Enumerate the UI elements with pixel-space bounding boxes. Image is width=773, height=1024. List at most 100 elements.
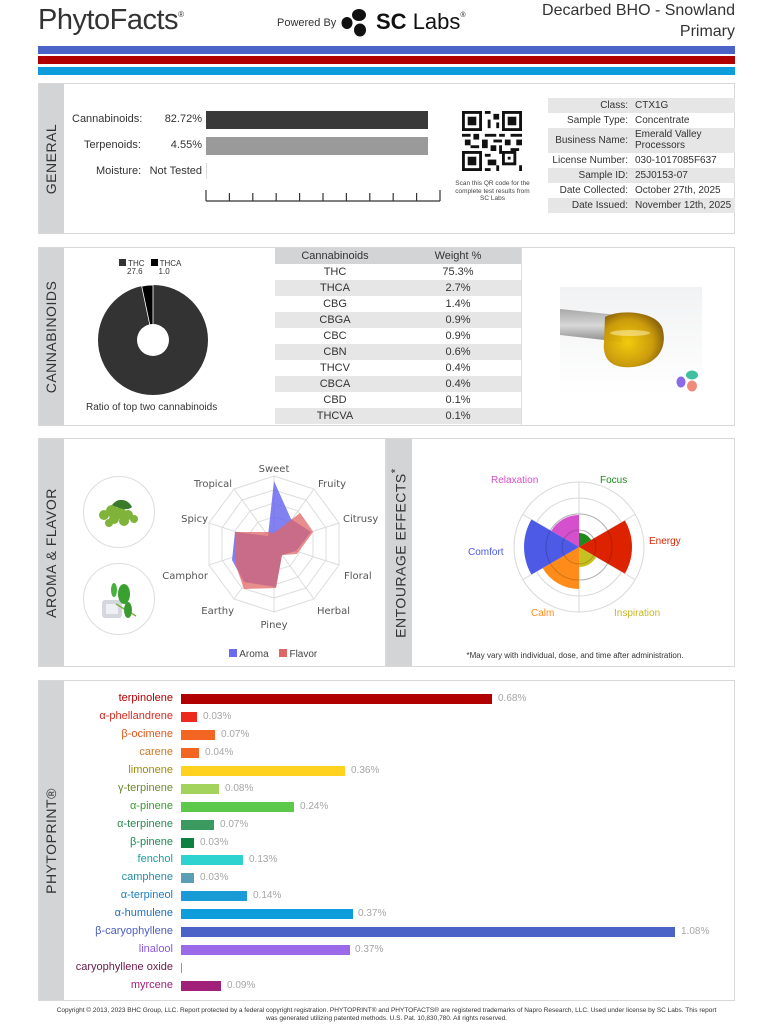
pie-caption: Ratio of top two cannabinoids: [86, 402, 218, 413]
cannabinoid-donut-chart: [98, 284, 208, 395]
cell-name: THCV: [320, 362, 350, 374]
aroma-section: AROMA & FLAVOR: [38, 438, 386, 667]
axis-piney: Piney: [261, 620, 288, 631]
cell-name: THCA: [320, 282, 350, 294]
terpene-value: 0.14%: [253, 890, 282, 901]
flavor-image-circle: [83, 563, 155, 635]
terpene-label: β-pinene: [129, 836, 173, 848]
legend-thca-value: 1.0: [158, 267, 170, 276]
footer-line2: was generated utilizing patented methods…: [265, 1015, 507, 1022]
general-side-bar: GENERAL: [39, 84, 64, 233]
table-row: CBC 0.9%: [275, 328, 521, 344]
effect-energy-label: Energy: [649, 536, 681, 547]
terpene-label: limonene: [128, 764, 173, 776]
detail-value: 030-1017085F637: [635, 155, 717, 166]
sc-labs-wordmark: SC Labs®: [376, 9, 466, 35]
terpene-value: 1.08%: [681, 926, 710, 937]
phytofacts-logo: PhytoFacts®: [38, 4, 184, 37]
cell-weight: 0.6%: [445, 346, 471, 358]
terpene-label: carene: [139, 746, 173, 758]
terpene-bar: [181, 802, 294, 812]
terpene-label: α-terpineol: [120, 889, 173, 901]
terpene-value: 0.37%: [355, 944, 384, 955]
terpenoids-bar: [206, 137, 428, 155]
axis-herbal: Herbal: [317, 606, 350, 617]
sc-labs-color-mark-icon: [676, 370, 698, 392]
terpene-value: 0.08%: [225, 783, 254, 794]
terpene-value: 0.03%: [203, 711, 232, 722]
table-row: CBD 0.1%: [275, 392, 521, 408]
terpene-bar: [181, 820, 214, 830]
cell-weight: 0.1%: [445, 410, 471, 422]
logo-mark: ®: [178, 10, 184, 19]
general-section-label: GENERAL: [43, 123, 59, 194]
cell-weight: 0.4%: [445, 362, 471, 374]
terpene-bar: [181, 963, 182, 973]
table-row: THCVA 0.1%: [275, 408, 521, 424]
qr-caption: Scan this QR code for the complete test …: [455, 180, 530, 202]
table-row: THCV 0.4%: [275, 360, 521, 376]
terpene-label: myrcene: [130, 979, 173, 991]
terpene-label: linalool: [138, 943, 173, 955]
axis-fruity: Fruity: [318, 479, 346, 490]
axis-tropical: Tropical: [193, 479, 232, 490]
legend-thc-name: THC: [128, 259, 145, 268]
cell-name: CBC: [323, 330, 347, 342]
terpene-value: 0.13%: [249, 854, 278, 865]
sc-labs-logo-icon: [341, 9, 366, 37]
terpene-bar: [181, 927, 675, 937]
detail-key: Class:: [600, 100, 628, 111]
terpene-label: α-phellandrene: [99, 710, 173, 722]
logo-text: PhytoFacts: [38, 4, 179, 36]
detail-key: Sample ID:: [578, 170, 628, 181]
terpene-bar: [181, 748, 199, 758]
entourage-label-mark: *: [389, 467, 403, 473]
qr-code[interactable]: [462, 111, 522, 171]
legend-aroma-label: Aroma: [239, 649, 269, 660]
radar-legend: Aroma Flavor: [229, 649, 317, 660]
table-row: THC 75.3%: [275, 264, 521, 280]
axis-spicy: Spicy: [181, 514, 208, 525]
cell-name: CBG: [323, 298, 347, 310]
lab-mark: ®: [460, 12, 466, 19]
cell-weight: 0.1%: [445, 394, 471, 406]
effect-calm-label: Calm: [531, 608, 555, 619]
terpene-bar: [181, 838, 194, 848]
table-row: CBGA 0.9%: [275, 312, 521, 328]
terpene-bar: [181, 730, 215, 740]
stripe-blue: [38, 46, 735, 54]
terpene-value: 0.03%: [200, 837, 229, 848]
terpene-label: camphene: [121, 871, 173, 883]
cell-weight: 0.9%: [445, 330, 471, 342]
axis-sweet: Sweet: [259, 464, 290, 475]
phytoprint-section: PHYTOPRINT®: [38, 680, 735, 1001]
mint-ice-image: [102, 583, 137, 618]
axis-floral: Floral: [344, 571, 372, 582]
cannabinoids-section-label: CANNABINOIDS: [43, 280, 59, 393]
detail-row-sample-id: Sample ID: 25J0153-07: [548, 168, 735, 183]
product-title-line1: Decarbed BHO - Snowland: [542, 2, 735, 19]
terpene-value: 0.37%: [358, 908, 387, 919]
detail-row-license-number: License Number: 030-1017085F637: [548, 153, 735, 168]
entourage-side-bar: ENTOURAGE EFFECTS*: [387, 439, 412, 666]
terpene-value: 0.09%: [227, 980, 256, 991]
table-row: THCA 2.7%: [275, 280, 521, 296]
terpene-bar: [181, 694, 492, 704]
legend-thca-name: THCA: [159, 259, 182, 268]
detail-row-date-collected: Date Collected: October 27th, 2025: [548, 183, 735, 198]
terpenoids-value: 4.55%: [170, 139, 202, 151]
stripe-cyan: [38, 67, 735, 75]
legend-thca: THCA 1.0: [150, 259, 182, 276]
detail-row-business-name: Business Name: Emerald Valley Processors: [548, 128, 735, 153]
terpene-bar: [181, 855, 243, 865]
product-image: [560, 287, 702, 395]
aroma-section-label: AROMA & FLAVOR: [43, 487, 59, 618]
entourage-section: ENTOURAGE EFFECTS*: [386, 438, 735, 667]
stripe-red: [38, 56, 735, 64]
axis-camphor: Camphor: [162, 571, 209, 582]
cell-weight: 0.4%: [445, 378, 471, 390]
detail-key: Business Name:: [555, 135, 628, 146]
footer-line1: Copyright © 2013, 2023 BHC Group, LLC. R…: [56, 1007, 717, 1014]
detail-key: Sample Type:: [567, 115, 628, 126]
legend-aroma: Aroma: [229, 649, 269, 660]
